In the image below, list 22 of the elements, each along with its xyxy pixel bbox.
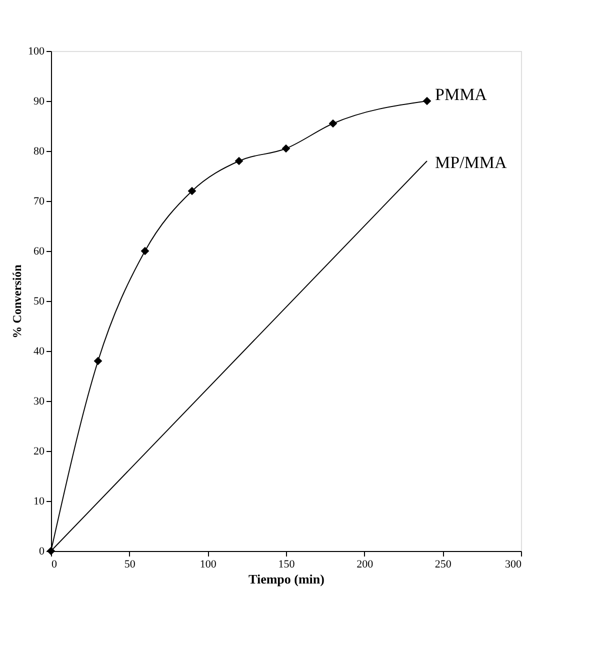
y-tick-label: 50 bbox=[34, 296, 45, 308]
x-tick-label: 250 bbox=[434, 558, 452, 570]
y-tick-label: 80 bbox=[34, 146, 45, 158]
y-tick-label: 0 bbox=[39, 546, 45, 558]
x-axis-title: Tiempo (min) bbox=[248, 572, 324, 586]
y-tick-label: 60 bbox=[34, 246, 45, 258]
series-label: PMMA bbox=[435, 85, 488, 104]
y-tick-label: 90 bbox=[34, 96, 45, 108]
x-tick-label: 50 bbox=[124, 558, 136, 570]
y-axis-title: % Conversión bbox=[10, 264, 24, 338]
x-tick-label: 0 bbox=[52, 558, 58, 570]
y-tick-label: 30 bbox=[34, 396, 45, 408]
x-tick-label: 100 bbox=[200, 558, 217, 570]
y-tick-label: 100 bbox=[28, 46, 45, 58]
x-tick-label: 300 bbox=[505, 558, 522, 570]
series-label: MP/MMA bbox=[435, 153, 508, 172]
y-tick-label: 10 bbox=[34, 496, 45, 508]
y-tick-label: 40 bbox=[34, 346, 45, 358]
y-tick-label: 70 bbox=[34, 196, 45, 208]
x-tick-label: 150 bbox=[278, 558, 296, 570]
y-tick-label: 20 bbox=[34, 446, 45, 458]
x-tick-label: 200 bbox=[356, 558, 374, 570]
